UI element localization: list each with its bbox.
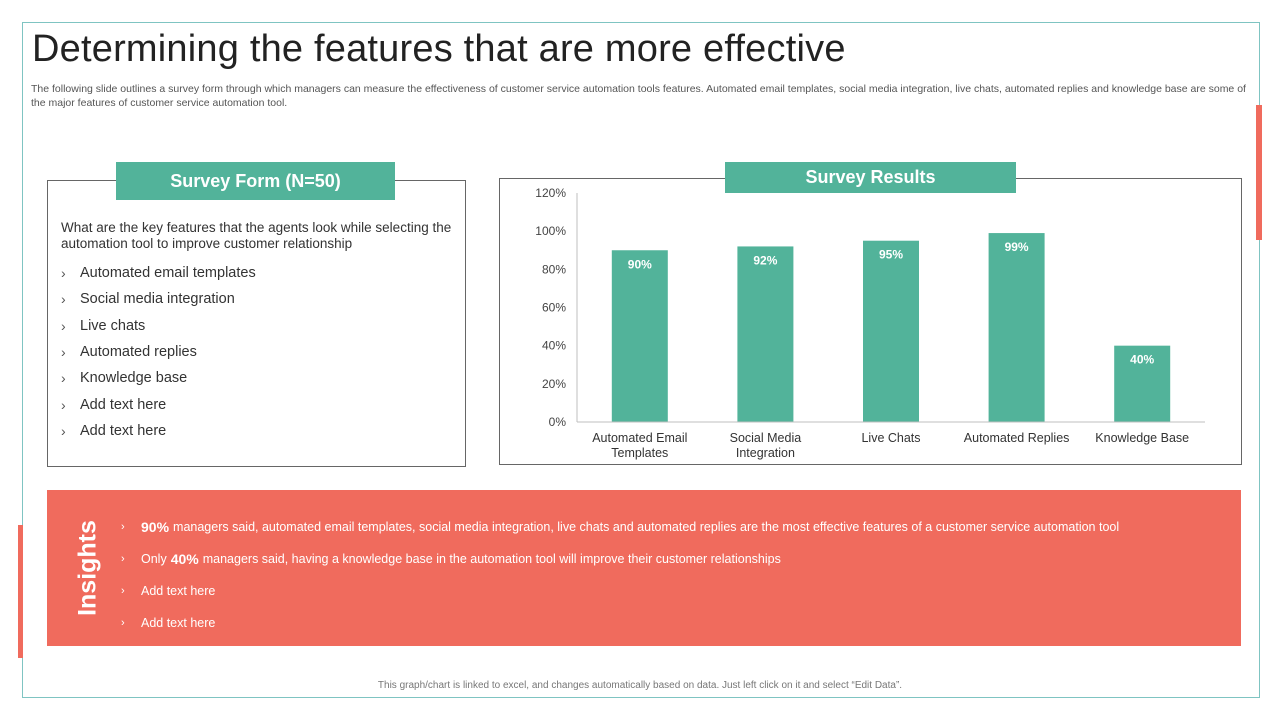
x-tick-label-line: Automated Email: [592, 431, 687, 445]
feature-label: Knowledge base: [80, 370, 188, 387]
chevron-right-icon: ›: [121, 617, 125, 629]
x-tick-label: Automated Replies: [964, 431, 1070, 445]
list-item: › Add text here: [61, 391, 256, 417]
bar: [737, 246, 794, 422]
list-item: › Knowledge base: [61, 365, 256, 391]
slide-frame: [22, 22, 1260, 698]
insight-text: Add text here: [141, 584, 216, 598]
insight-prefix: Only: [141, 552, 167, 566]
x-tick-label-line: Social Media: [730, 431, 802, 445]
chevron-right-icon: ›: [61, 396, 66, 413]
chevron-right-icon: ›: [61, 265, 66, 282]
chevron-right-icon: ›: [121, 553, 125, 565]
chevron-right-icon: ›: [61, 422, 66, 439]
chevron-right-icon: ›: [121, 521, 125, 533]
chevron-right-icon: ›: [61, 344, 66, 361]
right-accent-bar: [1256, 105, 1262, 240]
x-tick-label: Live Chats: [861, 431, 920, 445]
x-tick-label-line: Live Chats: [861, 431, 920, 445]
feature-label: Social media integration: [80, 291, 235, 308]
chevron-right-icon: ›: [121, 585, 125, 597]
list-item: › Automated email templates: [61, 260, 256, 286]
y-tick-label: 60%: [542, 301, 566, 315]
x-tick-label-line: Integration: [736, 446, 795, 460]
insights-panel: [47, 490, 1241, 646]
bar: [611, 250, 668, 422]
chevron-right-icon: ›: [61, 291, 66, 308]
x-tick-label-line: Knowledge Base: [1095, 431, 1189, 445]
x-tick-label: Social Media Integration: [730, 431, 802, 460]
bar: [863, 240, 919, 422]
insight-highlight: 40%: [170, 551, 199, 567]
x-tick-label-line: Templates: [611, 446, 668, 460]
insight-item: › Add text here: [121, 575, 1119, 607]
page-subtitle: The following slide outlines a survey fo…: [31, 83, 1246, 109]
x-tick-label-line: Automated Replies: [964, 431, 1070, 445]
left-accent-bar: [18, 525, 23, 658]
insight-item: › Add text here: [121, 607, 1119, 639]
feature-label: Live chats: [80, 317, 146, 334]
survey-results-header: Survey Results: [725, 162, 1016, 193]
y-tick-label: 40%: [542, 339, 566, 353]
insight-highlight: 90%: [141, 519, 170, 535]
survey-form-header: Survey Form (N=50): [116, 162, 395, 200]
chart-footnote: This graph/chart is linked to excel, and…: [377, 680, 903, 691]
insights-label: Insights: [73, 520, 102, 616]
y-tick-label: 100%: [535, 224, 566, 238]
data-label: 92%: [753, 253, 777, 267]
page-title: Determining the features that are more e…: [32, 28, 846, 70]
list-item: › Live chats: [61, 313, 256, 339]
data-label: 90%: [628, 257, 652, 271]
feature-label: Add text here: [80, 396, 167, 413]
feature-label: Automated replies: [80, 344, 197, 361]
feature-label: Add text here: [80, 422, 167, 439]
insight-text: managers said, having a knowledge base i…: [202, 552, 781, 566]
feature-label: Automated email templates: [80, 265, 256, 282]
data-label: 95%: [879, 248, 903, 262]
y-tick-label: 80%: [542, 262, 566, 276]
survey-question: What are the key features that the agent…: [61, 220, 452, 251]
survey-feature-list: › Automated email templates › Social media…: [61, 260, 256, 444]
y-tick-label: 120%: [535, 186, 566, 200]
bar: [988, 233, 1045, 422]
insight-item: › Only 40% managers said, having a knowl…: [121, 543, 1119, 575]
chevron-right-icon: ›: [61, 370, 66, 387]
x-tick-label: Knowledge Base: [1095, 431, 1189, 445]
insight-text: managers said, automated email templates…: [173, 520, 1120, 534]
y-tick-label: 0%: [549, 415, 567, 429]
chevron-right-icon: ›: [61, 317, 66, 334]
survey-results-chart[interactable]: 0% 20% 40% 60% 80% 100% 120% 90% Automated Email…: [0, 0, 1280, 480]
list-item: › Add text here: [61, 418, 256, 444]
list-item: › Social media integration: [61, 286, 256, 312]
bar: [1114, 345, 1171, 422]
insights-list: › 90% managers said, automated email tem…: [121, 511, 1119, 639]
x-tick-label: Automated Email Templates: [592, 431, 687, 460]
y-tick-label: 20%: [542, 377, 566, 391]
insight-item: › 90% managers said, automated email tem…: [121, 511, 1119, 543]
data-label: 40%: [1130, 353, 1154, 367]
insight-text: Add text here: [141, 616, 216, 630]
data-label: 99%: [1005, 240, 1029, 254]
list-item: › Automated replies: [61, 339, 256, 365]
